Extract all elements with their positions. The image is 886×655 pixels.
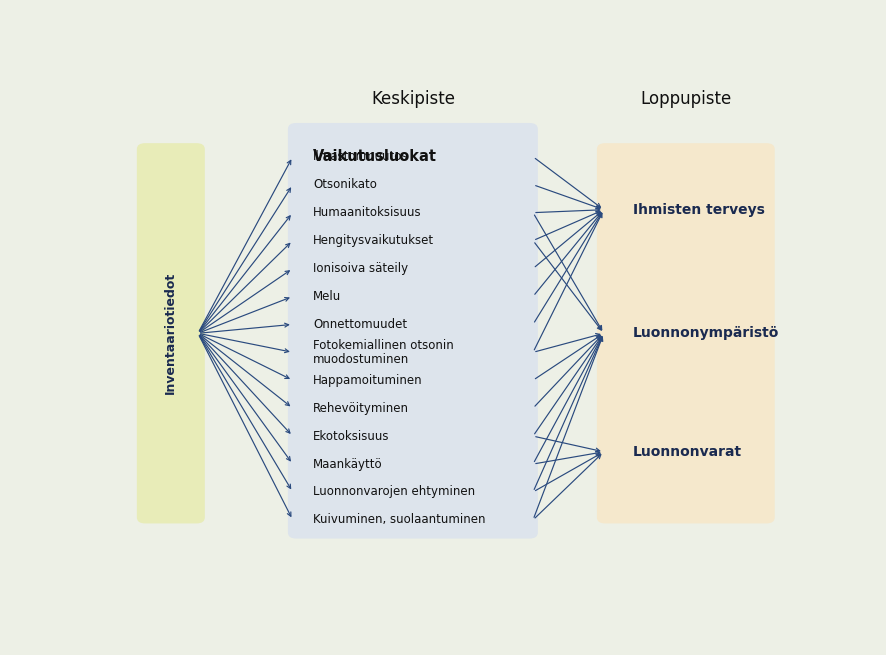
Text: Fotokemiallinen otsonin
muodostuminen: Fotokemiallinen otsonin muodostuminen <box>314 339 454 366</box>
Text: Hengitysvaikutukset: Hengitysvaikutukset <box>314 234 434 247</box>
Text: Happamoituminen: Happamoituminen <box>314 374 423 386</box>
Text: Kuivuminen, suolaantuminen: Kuivuminen, suolaantuminen <box>314 514 486 527</box>
Text: Vaikutusluokat: Vaikutusluokat <box>314 149 438 164</box>
Text: Luonnonvarojen ehtyminen: Luonnonvarojen ehtyminen <box>314 485 476 498</box>
Text: Onnettomuudet: Onnettomuudet <box>314 318 408 331</box>
FancyBboxPatch shape <box>136 143 205 523</box>
Text: Ihmisten terveys: Ihmisten terveys <box>633 203 765 217</box>
Text: Ionisoiva säteily: Ionisoiva säteily <box>314 262 408 275</box>
Text: Rehevöityminen: Rehevöityminen <box>314 402 409 415</box>
Text: Loppupiste: Loppupiste <box>641 90 732 108</box>
Text: Maankäyttö: Maankäyttö <box>314 458 383 470</box>
FancyBboxPatch shape <box>288 123 538 538</box>
Text: Melu: Melu <box>314 290 342 303</box>
Text: Keskipiste: Keskipiste <box>371 90 455 108</box>
Text: Ilmastonmuutos: Ilmastonmuutos <box>314 150 408 163</box>
Text: Inventaariotiedot: Inventaariotiedot <box>164 272 177 394</box>
Text: Humaanitoksisuus: Humaanitoksisuus <box>314 206 422 219</box>
Text: Ekotoksisuus: Ekotoksisuus <box>314 430 390 443</box>
Text: Luonnonympäristö: Luonnonympäristö <box>633 326 779 341</box>
FancyBboxPatch shape <box>597 143 774 523</box>
Text: Luonnonvarat: Luonnonvarat <box>633 445 742 458</box>
Text: Otsonikato: Otsonikato <box>314 178 377 191</box>
